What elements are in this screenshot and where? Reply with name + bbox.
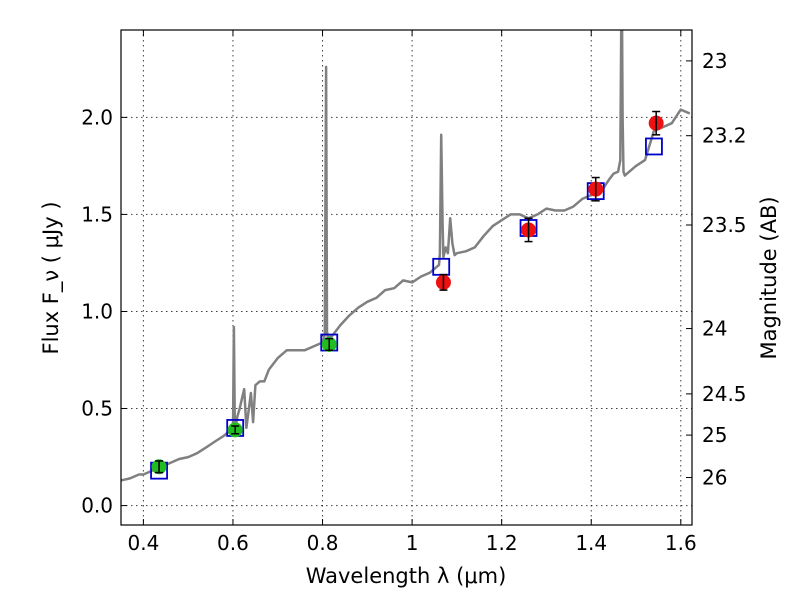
y-tick-label: 1.5 [81, 202, 113, 226]
y-tick-label: 1.0 [81, 299, 113, 323]
x-axis-label: Wavelength λ (μm) [306, 564, 507, 588]
plot-frame [120, 29, 693, 526]
x-tick-label: 1.6 [665, 531, 697, 555]
axis-ticks: 0.4 0.6 0.8 1 1.2 1.4 1.6 0.0 0.5 1.0 1.5 2.0 23 23.2… [81, 30, 747, 555]
model-photometry-square [645, 137, 663, 156]
grid [121, 30, 692, 525]
x-tick-label: 1 [406, 531, 419, 555]
y2-tick-label: 24.5 [702, 382, 747, 406]
y-tick-label: 0.5 [81, 397, 113, 421]
y2-tick-label: 26 [702, 466, 727, 490]
y2-tick-label: 25 [702, 423, 727, 447]
x-tick-label: 1.2 [486, 531, 518, 555]
y-tick-label: 2.0 [81, 105, 113, 129]
x-tick-label: 0.6 [217, 531, 249, 555]
y-axis-label: Flux F_ν ( μJy ) [39, 201, 64, 354]
x-tick-label: 1.4 [575, 531, 607, 555]
y2-tick-label: 24 [702, 317, 727, 341]
y2-tick-label: 23.5 [702, 213, 747, 237]
y-tick-label: 0.0 [81, 494, 113, 518]
y2-tick-label: 23.2 [702, 124, 747, 148]
x-tick-label: 0.4 [127, 531, 159, 555]
plot-area [121, 30, 691, 482]
y2-axis-label: Magnitude (AB) [757, 196, 781, 359]
y2-tick-label: 23 [702, 49, 727, 73]
x-tick-label: 0.8 [307, 531, 339, 555]
